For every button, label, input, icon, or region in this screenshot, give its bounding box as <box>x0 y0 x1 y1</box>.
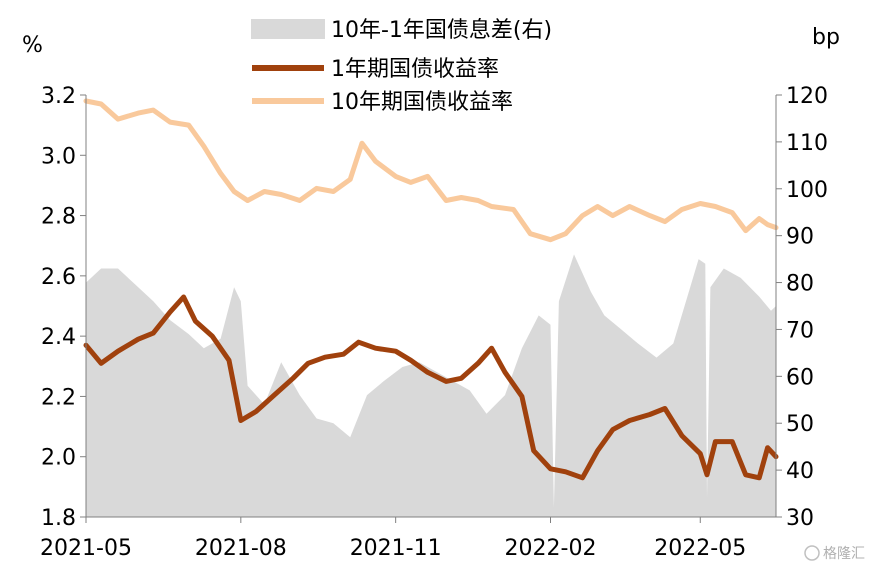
x-axis-tick-label: 2021-05 <box>40 536 132 561</box>
right-axis-tick-label: 90 <box>786 225 814 250</box>
legend-label-spread: 10年-1年国债息差(右) <box>331 18 552 43</box>
watermark: 格隆汇 <box>804 545 865 562</box>
right-axis-tick-label: 40 <box>786 459 814 484</box>
right-axis-tick-label: 30 <box>786 506 814 531</box>
watermark-logo-icon <box>804 545 820 561</box>
x-axis-tick-label: 2021-11 <box>350 536 442 561</box>
right-axis-tick-label: 70 <box>786 318 814 343</box>
left-axis: 1.8 2.0 2.2 2.4 2.6 2.8 3.0 3.2 <box>41 84 87 531</box>
x-axis-tick-label: 2022-02 <box>505 536 597 561</box>
series-line-10y-yield <box>83 98 779 243</box>
left-axis-unit: % <box>22 33 43 58</box>
legend: 10年-1年国债息差(右) 1年期国债收益率 10年期国债收益率 <box>251 18 552 115</box>
x-axis: 2021-05 2021-08 2021-11 2022-02 2022-05 <box>40 516 776 561</box>
left-axis-tick-label: 2.0 <box>41 446 76 471</box>
x-axis-tick-label: 2021-08 <box>195 536 287 561</box>
legend-label-1y: 1年期国债收益率 <box>331 57 499 82</box>
right-axis-tick-label: 100 <box>786 178 828 203</box>
left-axis-tick-label: 2.2 <box>41 385 76 410</box>
series-line-1y-yield <box>83 294 779 481</box>
right-axis-tick-label: 80 <box>786 272 814 297</box>
right-axis-tick-label: 110 <box>786 131 828 156</box>
left-axis-tick-label: 2.4 <box>41 325 76 350</box>
left-axis-tick-label: 2.8 <box>41 205 76 230</box>
right-axis-tick-label: 50 <box>786 412 814 437</box>
series-area-spread <box>86 254 776 517</box>
right-axis: 30 40 50 60 70 80 90 100 110 120 <box>775 84 828 531</box>
right-axis-unit: bp <box>812 25 840 50</box>
right-axis-tick-label: 120 <box>786 84 828 109</box>
plot-area <box>83 98 779 517</box>
left-axis-tick-label: 3.0 <box>41 144 76 169</box>
left-axis-tick-label: 3.2 <box>41 84 76 109</box>
x-axis-tick-label: 2022-05 <box>654 536 746 561</box>
left-axis-tick-label: 2.6 <box>41 265 76 290</box>
right-axis-tick-label: 60 <box>786 365 814 390</box>
legend-swatch-spread <box>251 19 325 39</box>
watermark-text: 格隆汇 <box>823 546 865 562</box>
left-axis-tick-label: 1.8 <box>41 506 76 531</box>
legend-label-10y: 10年期国债收益率 <box>331 90 513 115</box>
